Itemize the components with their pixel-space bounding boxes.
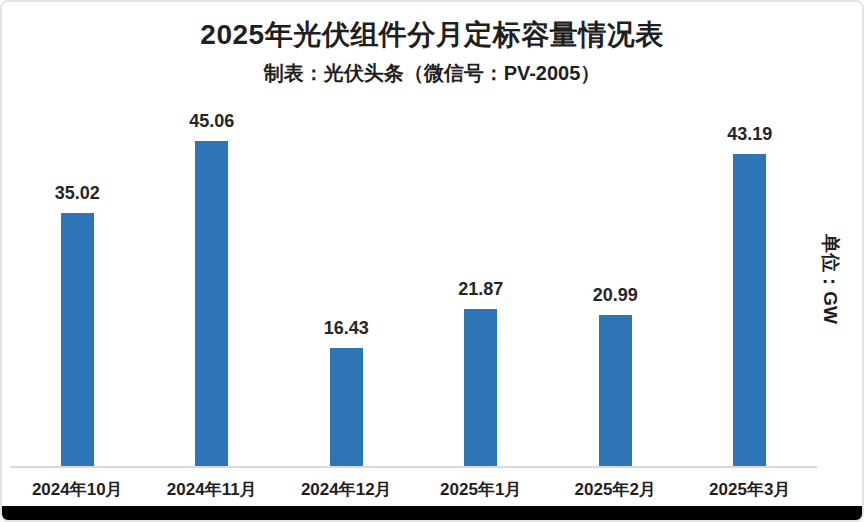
bar-value-label: 16.43: [324, 318, 369, 339]
bottom-black-strip: [2, 506, 862, 520]
bar: [195, 141, 228, 467]
x-axis-label: 2024年11月: [145, 478, 280, 501]
bar-slot: 35.02: [10, 183, 145, 467]
bar: [464, 309, 497, 467]
chart-card: 2025年光伏组件分月定标容量情况表 制表：光伏头条（微信号：PV-2005） …: [0, 0, 864, 522]
x-axis-label: 2024年10月: [10, 478, 145, 501]
x-axis-line: [10, 466, 817, 468]
bar-value-label: 43.19: [727, 124, 772, 145]
x-axis-label: 2025年3月: [683, 478, 818, 501]
y-axis-unit-label: 单位：GW: [817, 231, 843, 327]
bar-value-label: 45.06: [189, 111, 234, 132]
bar-slot: 16.43: [279, 318, 414, 467]
bar: [61, 213, 94, 467]
bar-value-label: 21.87: [458, 279, 503, 300]
x-axis-label: 2025年2月: [548, 478, 683, 501]
bar-value-label: 35.02: [55, 183, 100, 204]
x-axis-labels: 2024年10月2024年11月2024年12月2025年1月2025年2月20…: [10, 478, 817, 501]
bar: [733, 154, 766, 467]
bar: [330, 348, 363, 467]
bar: [599, 315, 632, 467]
bar-slot: 43.19: [683, 124, 818, 467]
chart-title: 2025年光伏组件分月定标容量情况表: [2, 16, 862, 54]
bar-slot: 45.06: [145, 111, 280, 467]
bar-slot: 21.87: [414, 279, 549, 467]
x-axis-label: 2025年1月: [414, 478, 549, 501]
bar-plot-area: 35.02 45.06 16.43 21.87 20.99 43.19: [10, 105, 817, 467]
chart-subtitle: 制表：光伏头条（微信号：PV-2005）: [2, 60, 862, 87]
x-axis-label: 2024年12月: [279, 478, 414, 501]
bar-slot: 20.99: [548, 285, 683, 467]
bar-value-label: 20.99: [593, 285, 638, 306]
